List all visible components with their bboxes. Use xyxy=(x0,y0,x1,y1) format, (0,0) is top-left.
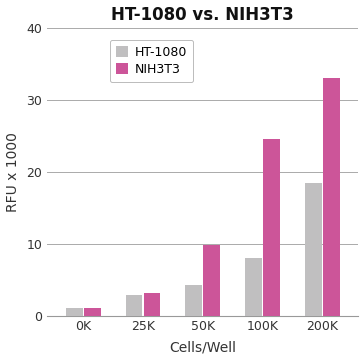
X-axis label: Cells/Well: Cells/Well xyxy=(169,341,236,355)
Y-axis label: RFU x 1000: RFU x 1000 xyxy=(5,132,20,212)
Bar xyxy=(126,296,142,316)
Bar xyxy=(245,258,262,316)
Bar xyxy=(305,183,322,316)
Bar xyxy=(263,139,280,316)
Title: HT-1080 vs. NIH3T3: HT-1080 vs. NIH3T3 xyxy=(111,5,294,23)
Bar xyxy=(186,285,202,316)
Legend: HT-1080, NIH3T3: HT-1080, NIH3T3 xyxy=(110,40,193,82)
Bar xyxy=(323,78,340,316)
Bar xyxy=(66,309,83,316)
Bar xyxy=(203,245,220,316)
Bar xyxy=(84,308,100,316)
Bar xyxy=(143,293,161,316)
